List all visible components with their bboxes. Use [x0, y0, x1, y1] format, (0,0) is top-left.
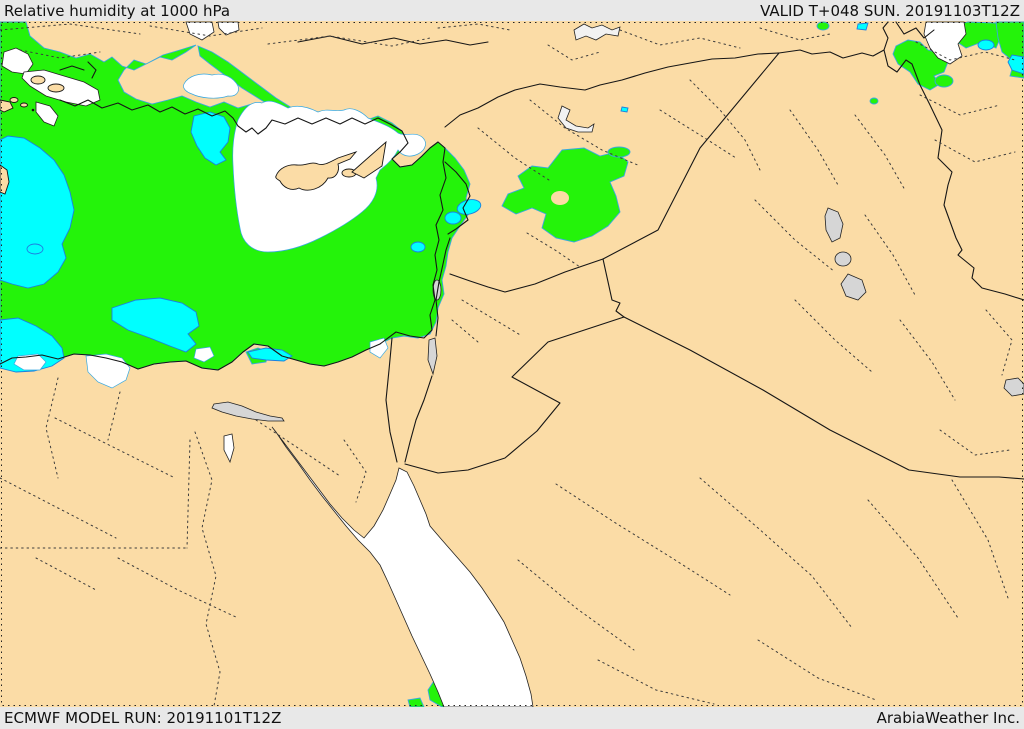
brand-label: ArabiaWeather Inc.	[876, 709, 1020, 727]
island-dot	[31, 108, 35, 112]
lake-iran-edge	[1003, 377, 1024, 397]
island-rhodes	[0, 99, 14, 113]
white-egypt-coast-3	[193, 346, 215, 363]
lake-razzaza	[834, 251, 852, 267]
border-jordan-iraq	[602, 258, 625, 318]
green-ne-2	[934, 74, 954, 88]
cyan-delta-lagoon	[247, 347, 293, 362]
white-blacksea-1	[185, 21, 215, 41]
cyan-aegean	[0, 135, 75, 289]
border-arava	[404, 375, 433, 463]
admin-boundaries-layer	[0, 23, 1016, 707]
lakes-gray-layer	[211, 207, 1024, 422]
white-egypt-coast-1	[13, 353, 47, 371]
white-marmara-1	[1, 47, 34, 75]
border-jordan-saudi	[404, 316, 625, 474]
green-euphrates-spot	[607, 146, 631, 158]
islands-layer	[0, 75, 569, 205]
coast-turkey-levant-egypt	[0, 99, 447, 371]
border-syria-iraq	[602, 52, 780, 260]
lake-assad	[557, 105, 595, 133]
qattara-depression	[211, 401, 285, 422]
cyan-ne	[977, 39, 995, 51]
dead-sea-south	[427, 337, 438, 376]
humidity-cyan-layer	[0, 22, 1024, 703]
island-crete	[0, 164, 10, 195]
border-jordan-river	[435, 237, 451, 337]
white-nile-sliver	[223, 433, 235, 464]
lake-tuz	[573, 23, 621, 41]
border-ne-squiggle-1	[882, 21, 889, 51]
white-blacksea-2	[217, 21, 240, 36]
map-title: Relative humidity at 1000 hPa	[4, 1, 231, 20]
valid-time-label: VALID T+048 SUN. 20191103T12Z	[760, 1, 1020, 20]
lakes-white-layer	[557, 23, 621, 133]
cyan-anatolia	[190, 111, 231, 166]
border-egypt-israel	[385, 337, 398, 463]
footer-bar: ECMWF MODEL RUN: 20191101T12Z ArabiaWeat…	[0, 707, 1024, 729]
coast-blacksea-segment	[297, 35, 489, 46]
green-dot-mosul	[869, 97, 879, 105]
marmara-islet-2	[47, 83, 65, 93]
cyprus-island	[275, 151, 358, 191]
border-jordan-syria	[449, 258, 604, 293]
cyan-tiny-top	[856, 22, 869, 31]
white-ne-mountains	[923, 21, 967, 65]
coast-bosporus-2	[87, 61, 97, 79]
header-bar: Relative humidity at 1000 hPa VALID T+04…	[0, 0, 1024, 21]
green-top-sliver	[816, 21, 830, 31]
border-lebanon	[444, 161, 471, 235]
cyan-sw	[0, 317, 65, 373]
border-saudi-iraq	[623, 316, 1024, 480]
border-ne-squiggle-2	[895, 21, 935, 39]
hatay-wedge	[351, 140, 387, 179]
coast-bosporus-1	[59, 65, 85, 71]
lake-tharthar	[824, 207, 844, 243]
aegean-islet-1	[9, 97, 19, 103]
lake-milh	[840, 273, 867, 301]
cyan-lebanon-2	[444, 211, 462, 225]
borders-layer	[0, 21, 1024, 480]
white-egypt-coast-2	[85, 353, 131, 389]
white-gaza-coast	[369, 337, 389, 359]
marmara-islet-1	[30, 75, 46, 85]
aegean-islet-2	[20, 102, 28, 108]
cyan-coast-dot	[410, 241, 426, 253]
syria-blob-hole	[551, 191, 569, 205]
border-turkey-syria	[444, 52, 780, 128]
cyan-south-band	[111, 297, 200, 353]
model-run-label: ECMWF MODEL RUN: 20191101T12Z	[4, 709, 282, 727]
white-red-sea	[271, 426, 534, 708]
cyan-small-1	[26, 243, 44, 255]
white-anatolia	[183, 73, 239, 99]
cyan-tiny-syria	[620, 106, 629, 113]
cyan-right-edge	[1007, 54, 1024, 75]
white-izmir	[35, 101, 59, 127]
border-turkey-iraq-iran	[778, 49, 1024, 301]
